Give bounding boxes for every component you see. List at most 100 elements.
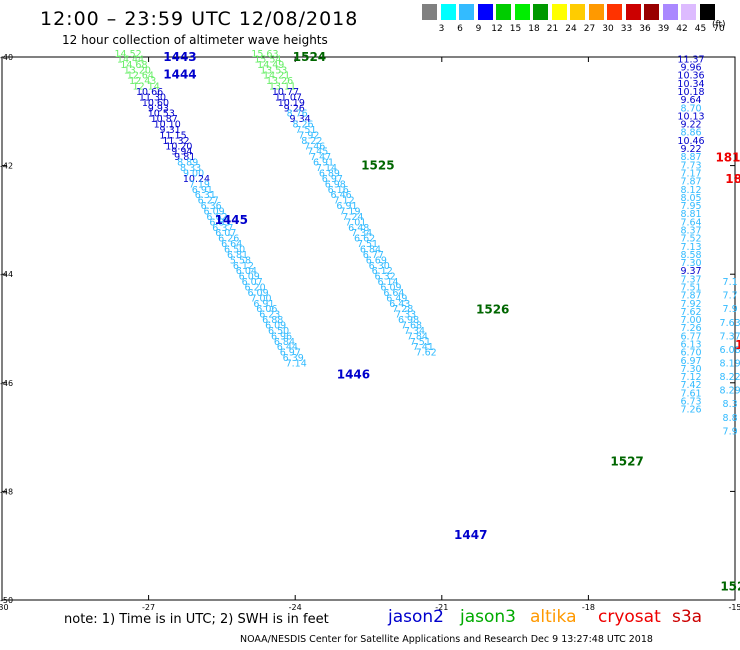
swh-value-label: 7.68 [401, 321, 422, 332]
swh-value-label: 6.08 [720, 345, 740, 356]
colorbar-swatch [551, 4, 567, 20]
pass-number-label: 1443 [163, 50, 196, 64]
swh-value-label: 6.07 [215, 228, 236, 239]
swh-value-label: 15.54 [254, 54, 281, 65]
swh-value-label: 7.62 [416, 348, 437, 359]
colorbar-label: 3 [438, 24, 445, 34]
footer-note: note: 1) Time is in UTC; 2) SWH is in fe… [64, 612, 329, 627]
swh-value-label: 9.22 [680, 120, 701, 131]
lat-label: -50 [0, 596, 13, 605]
colorbar-swatch [514, 4, 530, 20]
swh-value-label: 6.30 [369, 261, 390, 272]
colorbar-label: 18 [528, 24, 540, 34]
swh-value-label: 8.70 [680, 103, 701, 114]
pass-number-label: 1814 [725, 172, 740, 186]
swh-value-label: 6.77 [363, 250, 384, 261]
swh-value-label: 8.05 [680, 193, 701, 204]
swh-value-label: 6.23 [259, 310, 280, 321]
legend-s3a: s3a [672, 607, 703, 627]
swh-value-label: 8.58 [680, 250, 701, 261]
swh-value-label: 6.48 [348, 223, 369, 234]
legend-cryosat: cryosat [598, 607, 661, 627]
swh-value-label: 9.96 [680, 63, 701, 74]
swh-value-label: 6.89 [319, 168, 340, 179]
swh-value-label: 13.26 [266, 76, 293, 87]
swh-value-label: 7.30 [680, 364, 701, 375]
colorbar-swatch [588, 4, 604, 20]
swh-value-label: 7.95 [680, 201, 701, 212]
swh-value-label: 10.66 [136, 87, 163, 98]
lat-label: -42 [0, 162, 13, 171]
swh-value-label: 6.44 [277, 342, 298, 353]
swh-value-label: 6.46 [331, 190, 352, 201]
swh-value-label: 8.89 [177, 158, 198, 169]
swh-value-label: 7.51 [680, 282, 701, 293]
lon-label: -24 [289, 603, 302, 612]
swh-value-label: 7.9 [723, 304, 738, 315]
swh-value-label: 6.27 [198, 196, 219, 207]
swh-value-label: 6.09 [239, 272, 260, 283]
swh-value-label: 6.12 [233, 261, 254, 272]
swh-value-label: 9.93 [148, 103, 169, 114]
swh-value-label: 8.8 [723, 413, 738, 424]
colorbar-swatch [681, 4, 696, 20]
pass-number-label: 1445 [215, 213, 248, 227]
swh-value-label: 9.00 [183, 168, 204, 179]
lon-label: -15 [728, 603, 740, 612]
swh-value-label: 12.43 [129, 76, 156, 87]
swh-value-label: 6.16 [328, 185, 349, 196]
swh-value-label: 7.14 [286, 359, 307, 370]
pass-number-label: 152 [720, 579, 740, 593]
swh-value-label: 12.14 [133, 82, 160, 93]
swh-value-label: 10.60 [142, 98, 169, 109]
colorbar-label: 6 [457, 24, 463, 34]
swh-value-label: 8.26 [292, 120, 313, 131]
pass-number-label: 1525 [361, 159, 394, 173]
swh-value-label: 11.32 [162, 136, 189, 147]
colorbar-label: 70 [713, 24, 725, 34]
swh-value-label: 9.64 [680, 95, 701, 106]
swh-value-label: 6.77 [680, 331, 701, 342]
swh-value-label: 7.34 [351, 228, 372, 239]
colorbar-swatch [477, 4, 493, 20]
lat-label: -46 [0, 379, 13, 388]
swh-value-label: 7.26 [680, 323, 701, 334]
swh-value-label: 8.3 [723, 399, 738, 410]
colorbar-swatch [607, 4, 622, 20]
swh-value-label: 7.19 [189, 179, 210, 190]
swh-value-label: 9.81 [174, 152, 195, 163]
swh-value-label: 7.64 [680, 217, 701, 228]
colorbar-swatch [533, 4, 548, 20]
swh-value-label: 6.50 [224, 244, 245, 255]
swh-value-label: 7.62 [680, 307, 701, 318]
swh-value-label: 14.21 [263, 71, 290, 82]
swh-value-label: 14.44 [117, 54, 144, 65]
swh-value-label: 6.36 [201, 201, 222, 212]
swh-value-label: 7.26 [680, 405, 701, 416]
pass-number-label: 1447 [454, 528, 487, 542]
swh-value-label: 7.37 [720, 331, 740, 342]
colorbar-swatch [459, 4, 474, 20]
pass-number-label: 1 [735, 338, 740, 352]
swh-value-label: 10.19 [278, 98, 305, 109]
pass-number-label: 1446 [337, 368, 370, 382]
swh-value-label: 8.81 [680, 209, 701, 220]
lon-label: -18 [582, 603, 595, 612]
colorbar-label: 9 [475, 24, 482, 34]
swh-value-label: 6.32 [375, 272, 396, 283]
swh-value-label: 7.12 [333, 196, 354, 207]
swh-value-label: 8.19 [720, 359, 740, 370]
swh-value-label: 6.91 [336, 201, 357, 212]
colorbar-swatch [699, 4, 715, 20]
swh-value-label: 7.28 [392, 304, 413, 315]
swh-value-label: 7.63 [720, 318, 740, 329]
swh-value-label: 6.98 [398, 315, 419, 326]
swh-value-label: 9.26 [284, 103, 305, 114]
lon-label: -21 [435, 603, 448, 612]
swh-value-label: 8.87 [680, 152, 701, 163]
lat-label: -40 [0, 53, 13, 62]
colorbar-label: 45 [694, 24, 707, 34]
swh-value-label: 7.52 [680, 234, 701, 245]
colorbar-swatch [625, 4, 641, 20]
